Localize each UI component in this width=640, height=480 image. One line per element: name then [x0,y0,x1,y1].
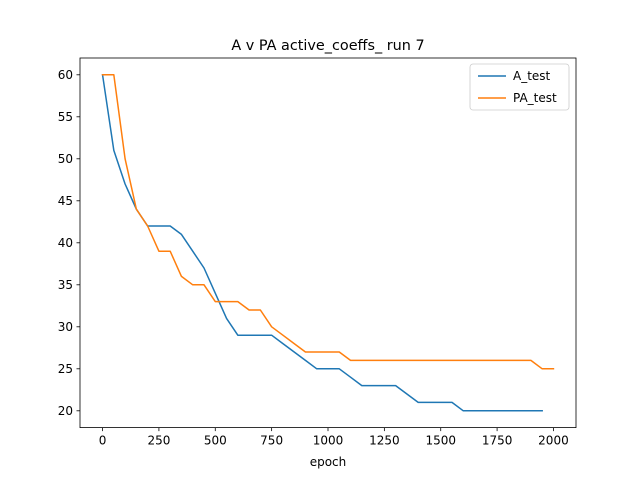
y-tick-label: 35 [58,278,73,292]
x-tick-label: 0 [99,434,107,448]
y-axis-ticks: 20 25 30 35 40 45 50 55 60 [58,68,80,418]
chart-title: A v PA active_coeffs_ run 7 [231,38,424,54]
y-tick-label: 45 [58,194,73,208]
y-tick-label: 60 [58,68,73,82]
x-tick-label: 500 [204,434,227,448]
y-tick-label: 40 [58,236,73,250]
series-line-a-test [101,73,543,412]
x-axis-ticks: 0 250 500 750 1000 1250 1500 1750 2000 [99,427,569,448]
x-tick-label: 1750 [482,434,513,448]
x-tick-label: 1000 [313,434,344,448]
x-axis-label: epoch [310,455,347,469]
y-tick-label: 30 [58,320,73,334]
legend: A_test PA_test [469,63,570,111]
x-tick-label: 750 [260,434,283,448]
plot-lines [101,73,555,412]
x-tick-label: 250 [147,434,170,448]
x-tick-label: 1500 [425,434,456,448]
y-tick-label: 20 [58,404,73,418]
legend-label-pa-test: PA_test [513,91,557,105]
legend-label-a-test: A_test [513,69,551,83]
y-tick-label: 55 [58,110,73,124]
x-tick-label: 2000 [538,434,569,448]
x-tick-label: 1250 [369,434,400,448]
y-tick-label: 50 [58,152,73,166]
y-tick-label: 25 [58,362,73,376]
series-line-pa-test [101,74,555,370]
